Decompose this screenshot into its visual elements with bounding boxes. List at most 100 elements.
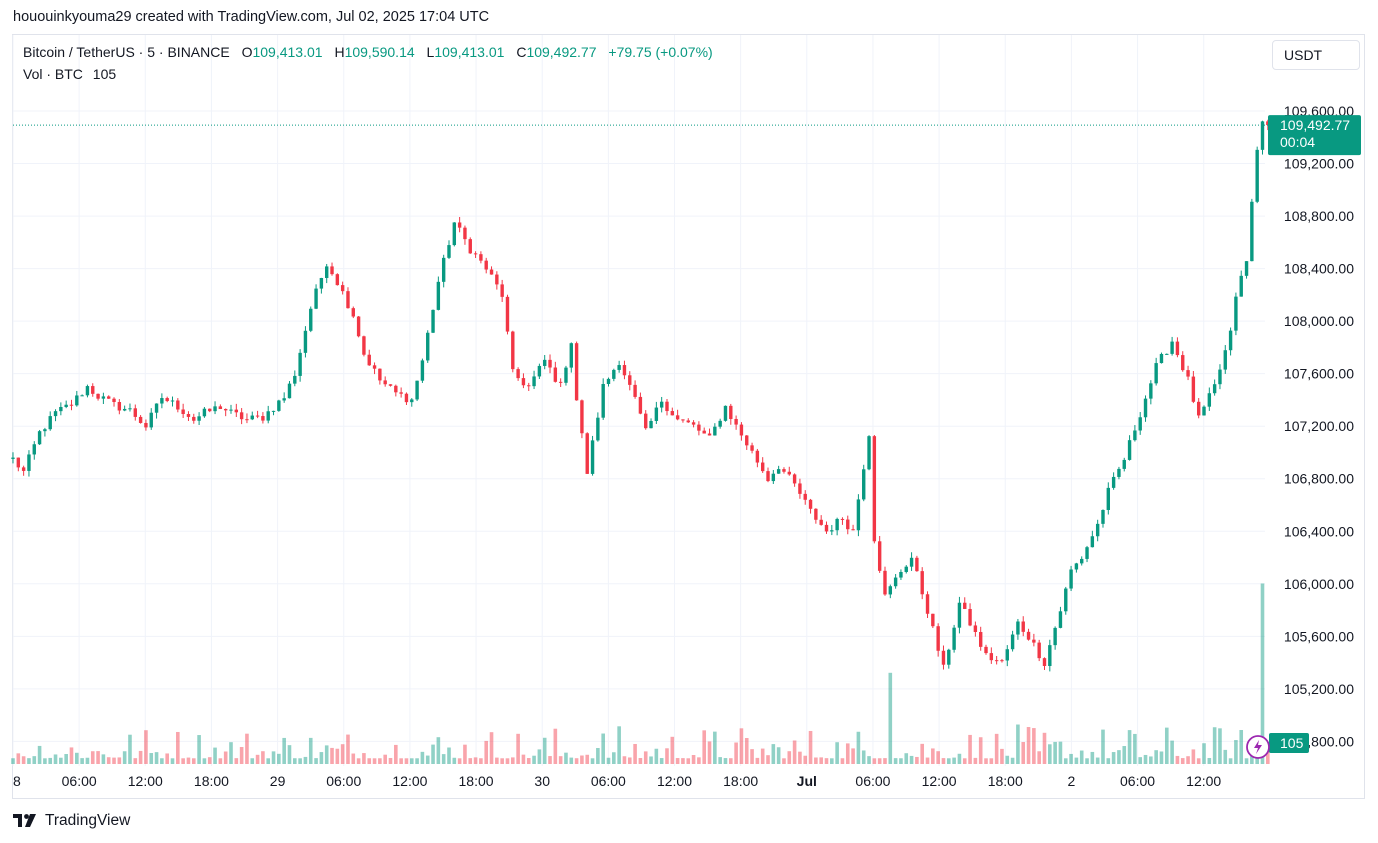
volume-bar bbox=[1170, 740, 1174, 764]
volume-bar bbox=[447, 747, 451, 764]
price-tick-label: 107,600.00 bbox=[1284, 366, 1354, 382]
candle-body bbox=[197, 416, 201, 421]
volume-bar bbox=[223, 751, 228, 764]
volume-bar bbox=[931, 748, 935, 764]
volume-bar bbox=[760, 748, 765, 764]
volume-bar bbox=[782, 758, 786, 764]
candle-body bbox=[819, 519, 823, 525]
volume-bar bbox=[1186, 756, 1190, 764]
candle-body bbox=[718, 420, 722, 427]
candle-body bbox=[394, 385, 398, 393]
volume-bar bbox=[468, 758, 473, 764]
volume-bar bbox=[808, 730, 813, 764]
volume-bar bbox=[1090, 751, 1095, 764]
volume-bar bbox=[500, 758, 504, 764]
candle-body bbox=[867, 436, 871, 470]
volume-label[interactable]: Vol · BTC bbox=[23, 66, 83, 82]
lightning-icon-bolt bbox=[1254, 740, 1262, 754]
volume-bar bbox=[303, 756, 308, 764]
candle-body bbox=[771, 473, 776, 482]
candle-body bbox=[729, 405, 733, 419]
volume-bar bbox=[335, 748, 340, 764]
candle-body bbox=[516, 369, 520, 379]
candle-body bbox=[410, 399, 414, 403]
candle-body bbox=[266, 411, 270, 421]
currency-button[interactable]: USDT bbox=[1272, 40, 1360, 70]
volume-bar bbox=[1143, 754, 1148, 764]
candle-body bbox=[877, 541, 882, 571]
volume-bar bbox=[165, 753, 169, 764]
candle-body bbox=[1005, 649, 1009, 661]
candle-body bbox=[1159, 353, 1164, 364]
volume-bar bbox=[941, 758, 946, 764]
volume-bar bbox=[80, 758, 84, 764]
volume-bar bbox=[596, 748, 600, 764]
volume-bar bbox=[452, 757, 457, 764]
candle-body bbox=[612, 369, 616, 379]
footer-logo[interactable]: TradingView bbox=[13, 812, 130, 830]
time-tick-label: 18:00 bbox=[459, 773, 494, 789]
close-value: 109,492.77 bbox=[526, 44, 597, 60]
volume-bar bbox=[27, 758, 31, 764]
candle-body bbox=[713, 426, 717, 436]
candle-body bbox=[500, 284, 504, 297]
price-tick-label: 108,800.00 bbox=[1284, 208, 1354, 224]
candle-body bbox=[691, 422, 696, 425]
candle-body bbox=[1186, 370, 1190, 377]
volume-bar bbox=[601, 733, 605, 764]
lightning-icon[interactable] bbox=[1246, 735, 1270, 759]
candle-body bbox=[37, 431, 42, 445]
volume-bar bbox=[16, 753, 21, 764]
candle-body bbox=[601, 383, 605, 418]
volume-bar bbox=[261, 751, 265, 764]
volume-bar bbox=[962, 758, 967, 764]
volume-bar bbox=[128, 734, 132, 764]
price-axis: 109,600.00 109,200.00 108,800.00 108,400.00… bbox=[1284, 103, 1354, 749]
volume-bar bbox=[537, 749, 542, 764]
grid-lines bbox=[12, 35, 1265, 766]
candle-body bbox=[798, 483, 802, 494]
volume-bar bbox=[117, 757, 122, 764]
candle-body bbox=[293, 375, 297, 384]
volume-bar bbox=[21, 756, 26, 764]
volume-badge-value: 105 bbox=[1280, 735, 1304, 751]
price-tick-label: 105,600.00 bbox=[1284, 628, 1354, 644]
volume-bar bbox=[356, 758, 361, 764]
candle-body bbox=[1127, 440, 1132, 460]
candle-body bbox=[957, 602, 962, 628]
candle-body bbox=[457, 222, 462, 228]
volume-bar bbox=[431, 744, 435, 764]
volume-bar bbox=[734, 742, 738, 764]
price-tick-label: 106,800.00 bbox=[1284, 471, 1354, 487]
volume-bar bbox=[144, 730, 148, 764]
candle-body bbox=[378, 368, 382, 381]
volume-bar bbox=[612, 752, 616, 764]
volume-bar bbox=[160, 758, 164, 764]
volume-bar bbox=[43, 758, 47, 764]
volume-bar bbox=[1026, 727, 1031, 764]
candle-body bbox=[255, 415, 260, 417]
volume-bar bbox=[542, 737, 547, 764]
candle-body bbox=[649, 420, 653, 429]
volume-bar bbox=[1250, 752, 1254, 764]
volume-bar bbox=[32, 756, 37, 764]
volume-bar bbox=[702, 730, 707, 764]
candle-body bbox=[144, 422, 148, 428]
volume-bar bbox=[1218, 728, 1222, 764]
candle-body bbox=[947, 649, 951, 665]
volume-bar bbox=[463, 744, 467, 764]
candle-body bbox=[250, 415, 254, 420]
volume-bar bbox=[659, 758, 664, 764]
change-value: +79.75 (+0.07%) bbox=[608, 44, 713, 60]
candle-body bbox=[245, 419, 249, 421]
volume-bar bbox=[638, 757, 643, 764]
volume-bar bbox=[856, 731, 861, 764]
candle-body bbox=[846, 519, 850, 530]
candle-body bbox=[808, 499, 813, 509]
candle-body bbox=[659, 401, 664, 408]
volume-bar bbox=[1095, 757, 1100, 764]
candle-body bbox=[973, 625, 978, 632]
symbol-title[interactable]: Bitcoin / TetherUS · 5 · BINANCE bbox=[23, 44, 230, 60]
time-tick-label: 30 bbox=[534, 773, 550, 789]
